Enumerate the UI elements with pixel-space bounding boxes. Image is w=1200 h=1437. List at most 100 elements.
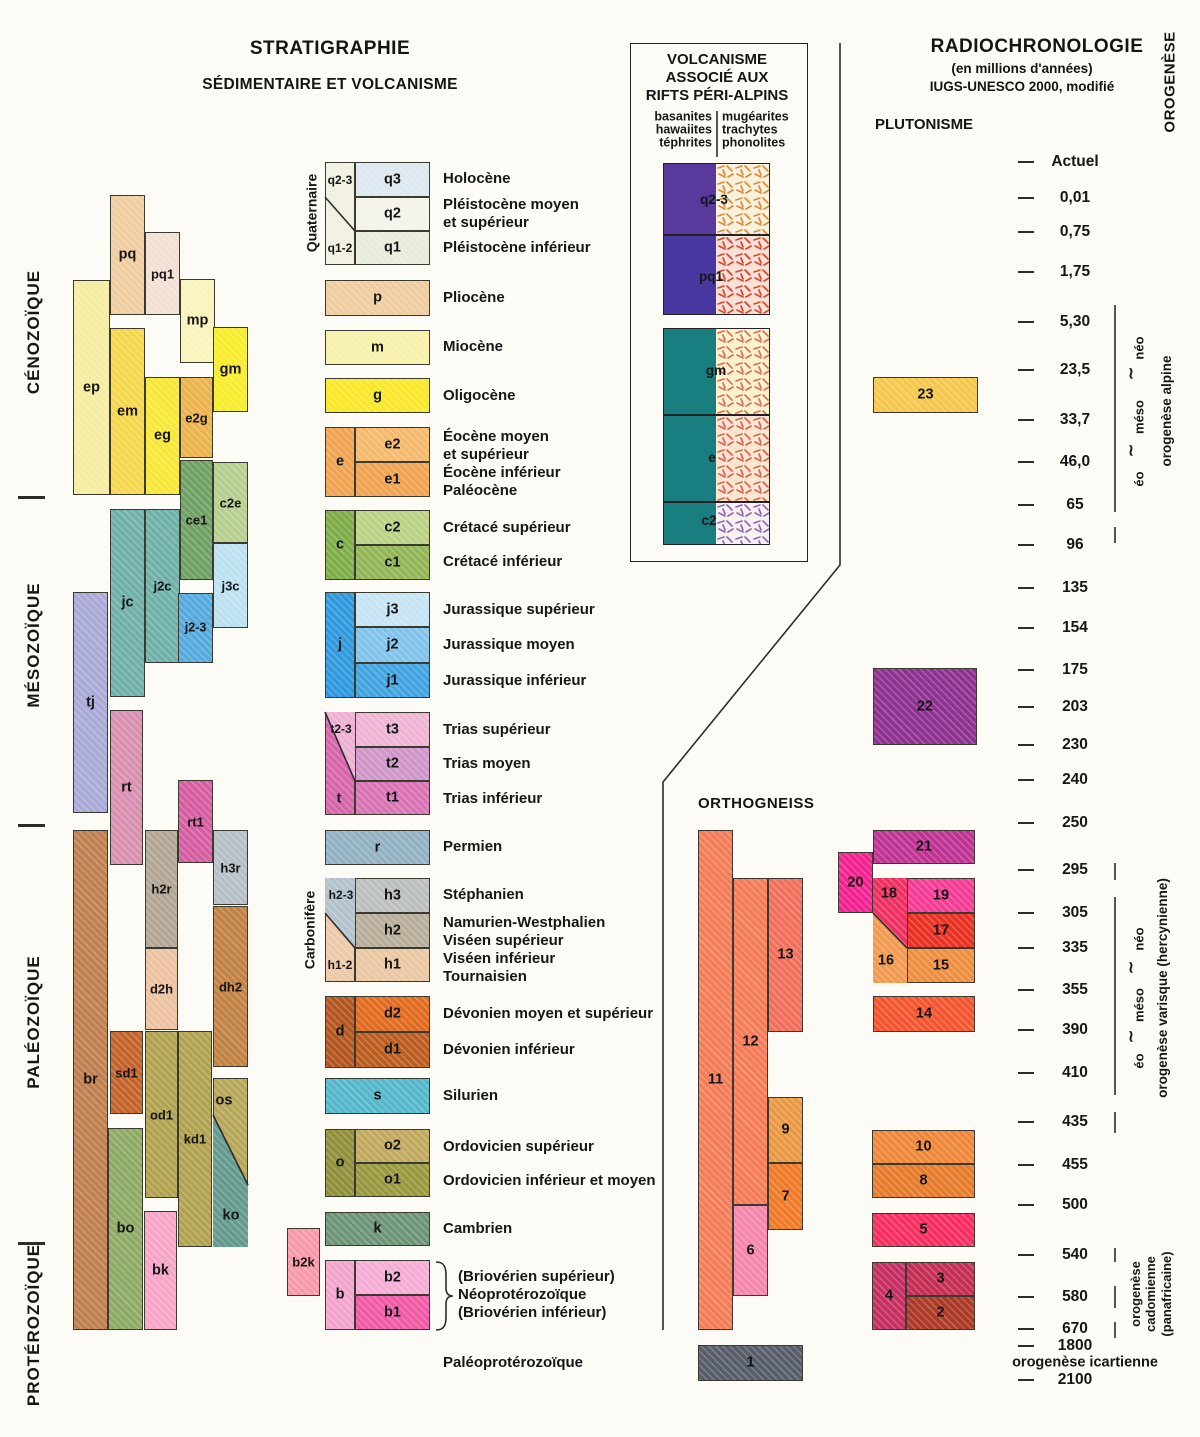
label-orogen-se-icartienne: orogenèse icartienne [1012, 1354, 1158, 1371]
tick-dash-335 [1018, 947, 1034, 949]
tick-label-500: 500 [1062, 1195, 1088, 1213]
legend-cell-p-label: p [373, 289, 382, 306]
volc-box-q2-3-label: q2-3 [700, 192, 728, 208]
pluton-box-20-label: 20 [847, 873, 864, 890]
ortho-box-13-label: 13 [777, 946, 794, 963]
strat-box-d2h-label: d2h [149, 981, 174, 997]
pluton-box-15 [907, 948, 975, 983]
legend-cell-c1 [355, 545, 430, 580]
legend-cell-q3 [355, 162, 430, 197]
pluton-box-15-label: 15 [932, 956, 950, 973]
legend-cell-d1-label: d1 [384, 1041, 401, 1058]
pluton-box-18-label: 18 [880, 885, 898, 902]
tick-label-154: 154 [1062, 618, 1088, 636]
label-n-o: néo [1131, 927, 1147, 951]
label-vis-en-sup-rieur: Viséen supérieur [443, 932, 564, 950]
ortho-box-9-label: 9 [781, 1121, 790, 1138]
label-m-so: méso [1131, 988, 1147, 1022]
strat-box-br [73, 830, 108, 1330]
legend-cell-e1 [355, 462, 430, 497]
tick-dash-96 [1018, 544, 1034, 546]
strat-box-c2e [213, 462, 248, 543]
tick-dash-295 [1018, 869, 1034, 871]
tick-dash-355 [1018, 989, 1034, 991]
strat-box-tj [73, 592, 108, 813]
label-t2-3: t2-3 [330, 721, 352, 736]
strat-box-eg [145, 377, 180, 495]
strat-box-ep-label: ep [83, 378, 100, 395]
label--: ≀ [1128, 1028, 1134, 1046]
tick-dash-2100 [1018, 1379, 1034, 1381]
tick-label-335: 335 [1062, 938, 1088, 956]
ortho-box-6-label: 6 [746, 1241, 755, 1258]
strat-box-pq-label: pq [118, 246, 137, 263]
label--oc-ne-inf-rieur: Éocène inférieur [443, 464, 561, 482]
tick-label-390: 390 [1062, 1020, 1088, 1038]
legend-cell-s-label: s [373, 1087, 382, 1104]
tick-dash-540 [1018, 1254, 1034, 1256]
legend-cell-d [325, 996, 355, 1068]
pluton-box-4-label: 4 [884, 1287, 894, 1304]
tick-dash-0-01 [1018, 197, 1034, 199]
radiochronologie-title: RADIOCHRONOLOGIE [930, 36, 1144, 57]
label-silurien: Silurien [443, 1087, 499, 1105]
era-label-0: CÉNOZOÏQUE [23, 269, 43, 395]
legend-cell-k-label: k [373, 1220, 382, 1237]
strat-box-sd1-label: sd1 [115, 1064, 138, 1080]
tick-label-65: 65 [1066, 495, 1084, 513]
strat-box-od1 [145, 1031, 178, 1198]
ortho-box-1-label: 1 [746, 1354, 755, 1371]
strat-box-j2c [145, 509, 180, 663]
pluton-box-21-label: 21 [915, 838, 933, 855]
pluton-box-21 [873, 830, 975, 864]
pluton-box-17-label: 17 [932, 921, 950, 938]
tick-dash-1-75 [1018, 271, 1034, 273]
strat-box-gm-label: gm [219, 360, 242, 377]
orogenese-title: OROGENÈSE [1161, 31, 1179, 133]
label-cr-tac-sup-rieur: Crétacé supérieur [443, 519, 571, 537]
strat-box-h2r [145, 830, 178, 948]
strat-box-h2r-label: h2r [151, 881, 172, 897]
tick-label-203: 203 [1062, 697, 1088, 715]
volcanisme-title-line-0: VOLCANISME [666, 51, 768, 69]
pluton-box-8 [872, 1164, 975, 1198]
label-ordovicien-sup-rieur: Ordovicien supérieur [443, 1138, 594, 1156]
legend-cell-c [325, 510, 355, 580]
strat-box-dh2 [213, 906, 248, 1067]
legend-cell-t1-label: t1 [386, 789, 399, 806]
legend-cell-j1-label: j1 [386, 671, 399, 688]
strat-box-rt [110, 710, 143, 865]
strat-box-jc-label: jc [121, 594, 134, 611]
label-mioc-ne: Miocène [443, 338, 504, 356]
label-trias-inf-rieur: Trias inférieur [443, 790, 543, 808]
legend-cell-q1-label: q1 [384, 239, 401, 256]
strat-box-mp-label: mp [186, 312, 209, 329]
label-q2-3: q2-3 [327, 172, 353, 187]
label--: ≀ [1128, 365, 1134, 383]
tick-label-2100: 2100 [1057, 1370, 1093, 1388]
tick-dash-230 [1018, 744, 1034, 746]
legend-cell-e-label: e [335, 453, 345, 470]
tick-label-670: 670 [1062, 1319, 1088, 1337]
pluton-box-19 [907, 878, 975, 913]
legend-cell-s [325, 1078, 430, 1114]
tick-dash-580 [1018, 1296, 1034, 1298]
legend-cell-d2 [355, 996, 430, 1032]
radiochronologie-subtitle-2: IUGS-UNESCO 2000, modifié [929, 79, 1115, 94]
pluton-box-17 [907, 913, 975, 948]
tick-label-580: 580 [1062, 1287, 1088, 1305]
strat-box-j3c-label: j3c [221, 577, 240, 593]
pluton-box-22 [873, 668, 977, 745]
tick-label-410: 410 [1062, 1063, 1088, 1081]
label-et-sup-rieur: et supérieur [443, 446, 529, 464]
volc-box-gm-label: gm [705, 363, 727, 379]
strat-box-ko-label: ko [222, 1207, 240, 1224]
strat-box-h3r [213, 830, 248, 905]
legend-cell-d2-label: d2 [384, 1005, 401, 1022]
legend-cell-p [325, 280, 430, 316]
strat-box-j2c-label: j2c [153, 578, 172, 594]
label-trias-moyen: Trias moyen [443, 755, 531, 773]
legend-cell-r-label: r [374, 838, 381, 855]
legend-cell-b1-label: b1 [384, 1303, 401, 1320]
tick-dash-175 [1018, 669, 1034, 671]
